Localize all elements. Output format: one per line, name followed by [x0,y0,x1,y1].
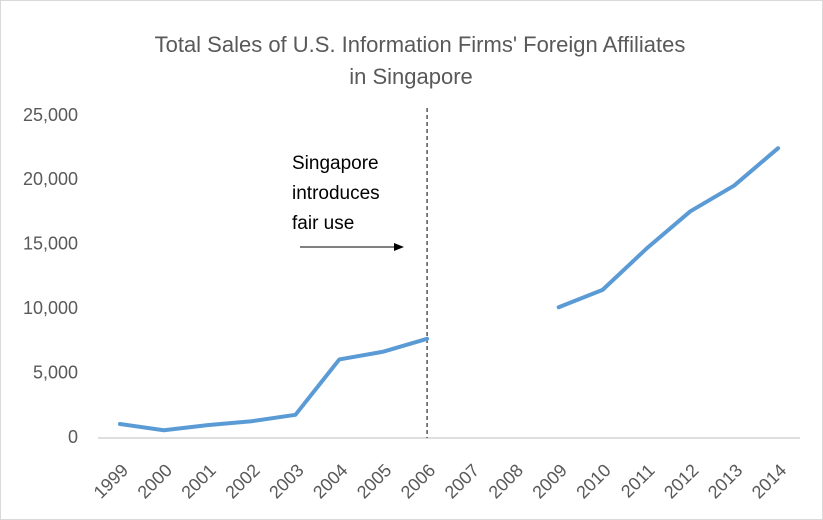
data-line [117,146,781,433]
y-tick-label: 0 [68,427,78,447]
chart-title: Total Sales of U.S. Information Firms' F… [155,32,686,57]
y-tick-label: 25,000 [23,105,78,125]
chart-title: in Singapore [349,64,473,89]
y-tick-label: 10,000 [23,298,78,318]
y-tick-label: 20,000 [23,169,78,189]
annotation-arrowhead [394,243,404,251]
annotation: Singapore [292,153,379,174]
annotation: fair use [292,213,354,234]
y-tick-label: 5,000 [33,362,78,382]
annotation: introduces [292,183,380,204]
y-tick-label: 15,000 [23,234,78,254]
